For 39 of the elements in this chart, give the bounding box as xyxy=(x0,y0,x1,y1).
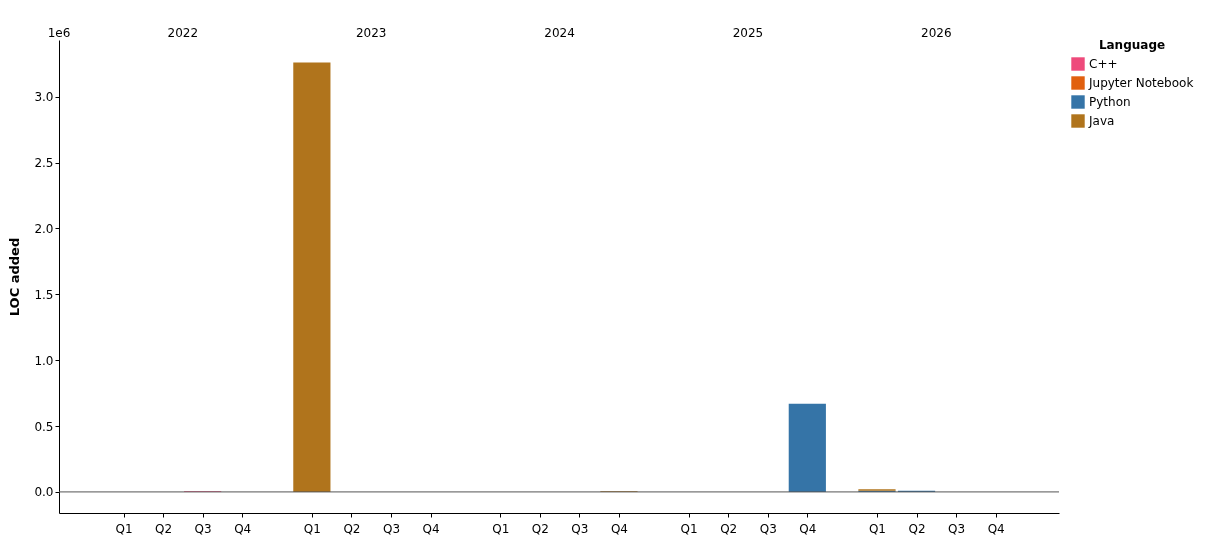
y-tick-label: 3.0 xyxy=(34,90,54,105)
y-tick-label: 1.5 xyxy=(34,287,54,302)
legend-title: Language xyxy=(1098,38,1166,52)
x-tick-label: Q1 xyxy=(303,521,321,536)
text: 2025 xyxy=(732,26,764,40)
y-tick-label: 2.0 xyxy=(34,221,54,236)
x-tick-label: Q3 xyxy=(571,521,589,536)
text: 2026 xyxy=(921,26,952,40)
x-tick-label: Q2 xyxy=(531,521,549,536)
y-axis-title: LOC added xyxy=(7,237,23,317)
text: 2022 xyxy=(167,26,199,40)
x-tick-label: Q4 xyxy=(799,521,817,536)
x-tick-label: Q2 xyxy=(908,521,926,536)
x-tick-label: Q1 xyxy=(492,521,510,536)
text: 2023 xyxy=(355,26,387,40)
text: 1e6 xyxy=(47,26,71,40)
x-tick-label: Q2 xyxy=(155,521,173,536)
y-tick-label: 2.5 xyxy=(34,156,54,171)
x-tick-label: Q1 xyxy=(868,521,887,536)
x-tick-label: Q2 xyxy=(720,521,738,536)
y-tick-label: 0.0 xyxy=(34,485,54,500)
x-tick-label: Q3 xyxy=(948,521,966,536)
y-tick-label: 1.0 xyxy=(34,353,54,368)
x-tick-label: Q4 xyxy=(987,521,1005,536)
x-tick-label: Q3 xyxy=(759,521,777,536)
legend-label: C++ xyxy=(1089,57,1118,71)
legend-label: Java xyxy=(1088,114,1115,128)
x-tick-label: Q4 xyxy=(234,521,252,536)
x-tick-label: Q1 xyxy=(680,521,698,536)
x-tick-label: Q1 xyxy=(115,521,133,536)
x-tick-label: Q3 xyxy=(382,521,401,536)
x-tick-label: Q3 xyxy=(194,521,212,536)
x-tick-label: Q4 xyxy=(610,521,628,536)
x-tick-label: Q4 xyxy=(422,521,440,536)
legend-label: Jupyter Notebook xyxy=(1088,76,1194,90)
y-tick-label: 0.5 xyxy=(34,419,54,434)
text: 2024 xyxy=(544,26,575,40)
x-tick-label: Q2 xyxy=(343,521,361,536)
legend-label: Python xyxy=(1089,95,1131,109)
